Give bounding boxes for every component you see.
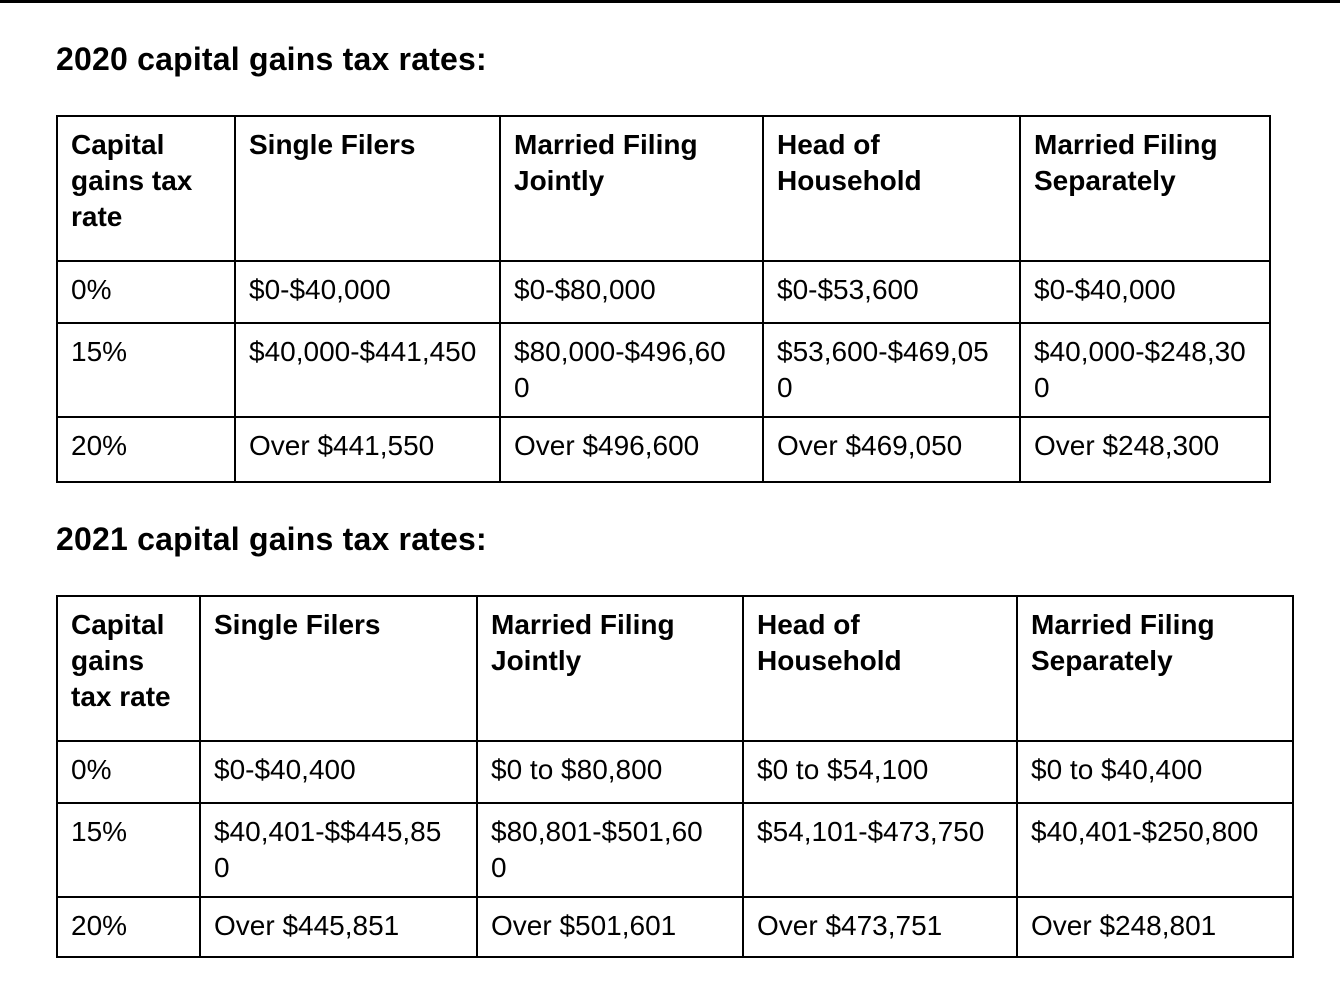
header-cell-capital-gains-tax-rate: Capital gains tax rate bbox=[56, 115, 236, 262]
value-cell: $0 to $40,400 bbox=[1016, 740, 1294, 804]
value-cell: $54,101-$473,750 bbox=[742, 802, 1018, 898]
value-cell: $0-$40,400 bbox=[199, 740, 478, 804]
rate-cell: 20% bbox=[56, 416, 236, 483]
value-cell: $0 to $54,100 bbox=[742, 740, 1018, 804]
table-row-20-percent: 20% Over $441,550 Over $496,600 Over $46… bbox=[56, 416, 1271, 483]
table-header-row: Capital gains tax rate Single Filers Mar… bbox=[56, 115, 1271, 262]
article-content: 2020 capital gains tax rates: Capital ga… bbox=[0, 40, 1340, 958]
value-cell: Over $496,600 bbox=[499, 416, 764, 483]
value-cell: $0-$80,000 bbox=[499, 260, 764, 324]
value-cell: $40,000-$441,450 bbox=[234, 322, 501, 418]
table-header-row: Capital gains tax rate Single Filers Mar… bbox=[56, 595, 1294, 742]
value-cell: $53,600-$469,05 0 bbox=[762, 322, 1021, 418]
tax-table-2021: Capital gains tax rate Single Filers Mar… bbox=[56, 595, 1294, 958]
value-cell: $80,000-$496,60 0 bbox=[499, 322, 764, 418]
rate-cell: 0% bbox=[56, 260, 236, 324]
header-cell-head-of-household: Head of Household bbox=[762, 115, 1021, 262]
table-row-15-percent: 15% $40,000-$441,450 $80,000-$496,60 0 $… bbox=[56, 322, 1271, 418]
value-cell: $0 to $80,800 bbox=[476, 740, 744, 804]
value-cell: Over $445,851 bbox=[199, 896, 478, 958]
header-cell-married-filing-separately: Married Filing Separately bbox=[1019, 115, 1271, 262]
header-cell-married-filing-jointly: Married Filing Jointly bbox=[499, 115, 764, 262]
value-cell: $0-$53,600 bbox=[762, 260, 1021, 324]
rate-cell: 15% bbox=[56, 802, 201, 898]
table-row-0-percent: 0% $0-$40,000 $0-$80,000 $0-$53,600 $0-$… bbox=[56, 260, 1271, 324]
value-cell: $40,401-$250,800 bbox=[1016, 802, 1294, 898]
value-cell: $40,401-$$445,85 0 bbox=[199, 802, 478, 898]
section-heading-2020: 2020 capital gains tax rates: bbox=[56, 41, 487, 77]
value-cell: Over $248,300 bbox=[1019, 416, 1271, 483]
header-cell-head-of-household: Head of Household bbox=[742, 595, 1018, 742]
value-cell: $0-$40,000 bbox=[234, 260, 501, 324]
header-cell-married-filing-jointly: Married Filing Jointly bbox=[476, 595, 744, 742]
header-cell-capital-gains-tax-rate: Capital gains tax rate bbox=[56, 595, 201, 742]
rate-cell: 15% bbox=[56, 322, 236, 418]
rate-cell: 0% bbox=[56, 740, 201, 804]
table-row-20-percent: 20% Over $445,851 Over $501,601 Over $47… bbox=[56, 896, 1294, 958]
table-row-0-percent: 0% $0-$40,400 $0 to $80,800 $0 to $54,10… bbox=[56, 740, 1294, 804]
value-cell: $40,000-$248,30 0 bbox=[1019, 322, 1271, 418]
table-row-15-percent: 15% $40,401-$$445,85 0 $80,801-$501,60 0… bbox=[56, 802, 1294, 898]
rate-cell: 20% bbox=[56, 896, 201, 958]
value-cell: Over $473,751 bbox=[742, 896, 1018, 958]
value-cell: $0-$40,000 bbox=[1019, 260, 1271, 324]
value-cell: Over $441,550 bbox=[234, 416, 501, 483]
value-cell: $80,801-$501,60 0 bbox=[476, 802, 744, 898]
header-cell-single-filers: Single Filers bbox=[234, 115, 501, 262]
header-cell-single-filers: Single Filers bbox=[199, 595, 478, 742]
value-cell: Over $248,801 bbox=[1016, 896, 1294, 958]
value-cell: Over $501,601 bbox=[476, 896, 744, 958]
window-top-edge bbox=[0, 0, 1340, 3]
header-cell-married-filing-separately: Married Filing Separately bbox=[1016, 595, 1294, 742]
section-heading-2021: 2021 capital gains tax rates: bbox=[56, 521, 487, 557]
tax-table-2020: Capital gains tax rate Single Filers Mar… bbox=[56, 115, 1271, 483]
value-cell: Over $469,050 bbox=[762, 416, 1021, 483]
